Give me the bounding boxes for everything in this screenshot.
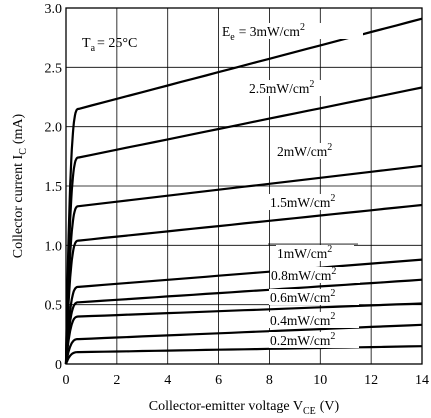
- x-tick-label: 10: [313, 373, 327, 388]
- x-tick-label: 2: [113, 373, 120, 388]
- tick-labels: 0 2 4 6 8 10 12 14 0 0.5 1.0 1.5 2.0 2.5 3.0: [45, 2, 430, 388]
- y-tick-label: 0.5: [45, 299, 63, 314]
- y-tick-label: 0: [55, 358, 62, 373]
- curves: [64, 17, 423, 365]
- curve-label-background: [276, 143, 356, 159]
- curve-label-background: [270, 267, 360, 283]
- series-line: [64, 278, 423, 365]
- curve-label: 2mW/cm2: [277, 142, 332, 159]
- y-tick-label: 1.0: [45, 239, 63, 254]
- curve-label-background: [269, 289, 359, 305]
- y-tick-label: 2.5: [45, 61, 63, 76]
- plot-frame: [65, 7, 423, 365]
- curve-label-background: [276, 245, 354, 261]
- series-line: [64, 323, 423, 365]
- curve-label: 0.8mW/cm2: [271, 266, 336, 283]
- x-tick-label: 6: [215, 373, 222, 388]
- series-line: [64, 164, 423, 365]
- curve-label-background: [269, 332, 359, 348]
- x-tick-label: 4: [164, 373, 171, 388]
- curve-label-background: [248, 80, 342, 96]
- x-tick-label: 0: [63, 373, 70, 388]
- series-line: [64, 302, 423, 365]
- curve-label: Ee = 3mW/cm2: [222, 22, 305, 43]
- series-line: [64, 345, 423, 365]
- curve-label: 2.5mW/cm2: [249, 79, 314, 96]
- y-tick-label: 1.5: [45, 180, 63, 195]
- curve-label-background: [221, 23, 363, 39]
- y-tick-label: 2.0: [45, 121, 63, 136]
- x-tick-label: 14: [415, 373, 429, 388]
- curve-label: 0.4mW/cm2: [270, 311, 335, 328]
- y-axis-title: Collector current IC(mA): [11, 113, 29, 258]
- curve-labels: Ee = 3mW/cm2 2.5mW/cm2 2mW/cm2 1.5mW/cm2 1mW/…: [221, 22, 363, 348]
- curve-label-background: [269, 194, 363, 210]
- x-axis-title: Collector-emitter voltage VCE (V): [149, 399, 340, 417]
- series-line: [64, 203, 423, 365]
- series-line: [64, 86, 423, 365]
- curve-label: 1.5mW/cm2: [270, 193, 335, 210]
- x-tick-label: 12: [364, 373, 378, 388]
- curve-label-background: [269, 312, 359, 328]
- y-tick-label: 3.0: [45, 2, 63, 17]
- temperature-condition: Ta = 25°C: [82, 36, 137, 54]
- curve-label: 0.2mW/cm2: [270, 331, 335, 348]
- curve-label: 1mW/cm2: [277, 244, 332, 261]
- x-tick-label: 8: [266, 373, 273, 388]
- curve-label: 0.6mW/cm2: [270, 288, 335, 305]
- series-line: [64, 17, 423, 365]
